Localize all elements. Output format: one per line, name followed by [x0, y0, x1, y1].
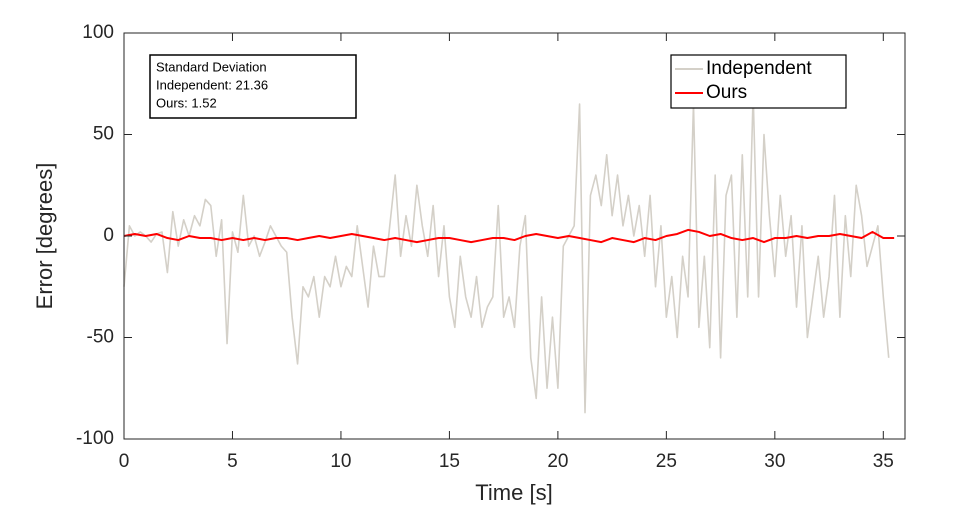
- annotation-text: Ours: 1.52: [156, 95, 217, 110]
- y-tick-label: -50: [87, 327, 114, 348]
- line-series: [123, 93, 890, 414]
- x-tick-label: 0: [119, 451, 130, 472]
- legend-box: [670, 54, 847, 109]
- y-axis-label: Error [degrees]: [32, 163, 57, 310]
- legend-label: Independent: [706, 58, 812, 79]
- x-tick-label: 25: [656, 451, 677, 472]
- y-tick-label: -100: [76, 428, 114, 449]
- annotation-text: Standard Deviation: [156, 59, 267, 74]
- y-tick-label: 100: [82, 22, 114, 43]
- x-tick-label: 35: [873, 451, 894, 472]
- x-tick-label: 15: [439, 451, 460, 472]
- y-tick-label: 0: [103, 225, 114, 246]
- legend-label: Ours: [706, 82, 747, 103]
- x-axis-label: Time [s]: [475, 480, 552, 505]
- y-tick-label: 50: [93, 124, 114, 145]
- annotation-box: [149, 54, 357, 119]
- annotation-text: Independent: 21.36: [156, 77, 268, 92]
- x-tick-label: 10: [330, 451, 351, 472]
- line-series: [123, 228, 895, 244]
- x-tick-label: 20: [547, 451, 568, 472]
- x-tick-label: 30: [764, 451, 785, 472]
- x-tick-label: 5: [227, 451, 238, 472]
